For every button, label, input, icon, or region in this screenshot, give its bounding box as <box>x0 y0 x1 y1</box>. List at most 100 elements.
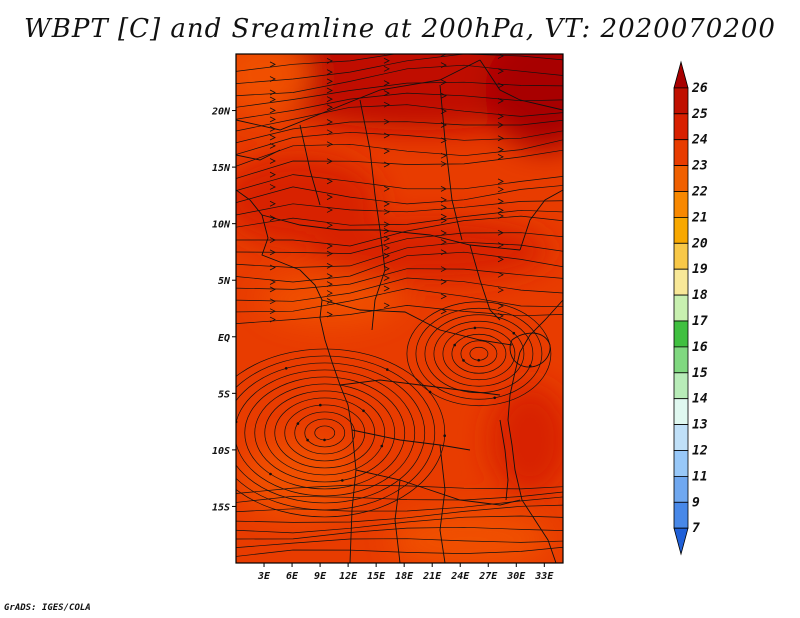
flow-arrow <box>386 368 389 371</box>
flow-arrow <box>383 65 390 72</box>
lon-tick-label: 21E <box>422 571 442 582</box>
flow-arrow <box>383 118 390 125</box>
flow-arrow <box>296 422 300 425</box>
flow-arrow <box>269 61 276 68</box>
flow-arrow <box>497 186 504 193</box>
streamline <box>236 277 563 302</box>
lat-tick-label: 5N <box>218 276 231 287</box>
vortex-streamline <box>304 418 346 448</box>
colorbar-label: 12 <box>692 444 708 459</box>
country-borders <box>236 59 563 563</box>
colorbar-label: 20 <box>691 236 708 251</box>
flow-arrow <box>326 119 333 125</box>
flow-arrow <box>440 230 447 236</box>
border-8 <box>339 379 501 396</box>
flow-arrow <box>326 273 333 279</box>
flow-arrow <box>497 207 504 214</box>
lat-tick-label: 10N <box>212 220 231 231</box>
flow-arrow <box>383 90 390 96</box>
flow-arrow <box>497 82 504 89</box>
flow-arrow <box>440 196 447 203</box>
flow-arrow <box>473 326 477 330</box>
flow-arrow <box>326 298 333 304</box>
flow-arrow <box>323 438 326 442</box>
border-2 <box>359 99 381 231</box>
colorbar-label: 19 <box>692 262 708 277</box>
flow-arrow <box>326 141 333 148</box>
flow-arrow <box>326 178 333 185</box>
flow-arrow <box>497 154 504 160</box>
colorbar-label: 23 <box>691 159 708 174</box>
flow-arrow <box>383 208 390 215</box>
flow-arrow <box>440 204 447 211</box>
lon-tick-label: 15E <box>367 571 386 582</box>
border-9 <box>351 429 471 451</box>
flow-arrow <box>326 96 333 102</box>
flow-arrow <box>497 287 504 293</box>
flow-arrow <box>326 263 333 269</box>
colorbar-label: 9 <box>692 495 700 510</box>
colorbar-label: 11 <box>692 469 708 484</box>
colorbar-segment <box>673 320 689 348</box>
streamline <box>236 215 563 247</box>
lake-tanganyika <box>499 419 509 501</box>
flow-arrow <box>383 57 390 64</box>
flow-arrow <box>498 40 503 45</box>
streamline <box>236 119 563 144</box>
colorbar-segment <box>673 268 689 296</box>
flow-arrow <box>269 171 276 178</box>
flow-arrow <box>269 158 276 164</box>
flow-arrow <box>269 472 272 476</box>
flow-arrow <box>440 217 447 224</box>
colorbar-segment <box>673 165 689 192</box>
flow-arrow <box>440 266 447 272</box>
lat-tick-label: 10S <box>212 446 230 457</box>
streamline <box>236 92 563 120</box>
flow-arrow <box>440 152 447 159</box>
flow-arrow <box>443 434 447 438</box>
flow-arrow <box>497 242 504 248</box>
flow-arrow <box>269 298 276 305</box>
border-13 <box>519 189 563 251</box>
colorbar-label: 15 <box>692 366 708 381</box>
flow-arrow <box>497 146 504 153</box>
streamline <box>236 54 563 84</box>
colorbar-label: 21 <box>691 210 708 225</box>
vortex-streamline <box>236 348 446 518</box>
vortex-streamline <box>236 362 426 504</box>
streamline <box>236 139 563 167</box>
flow-arrow <box>341 479 344 482</box>
lake-victoria <box>509 332 551 368</box>
flow-arrow <box>528 364 532 368</box>
colorbar-label: 25 <box>691 107 708 122</box>
flow-arrow <box>440 308 447 315</box>
flow-arrow <box>383 265 390 272</box>
colorbar-label: 13 <box>692 418 708 433</box>
flow-arrow <box>269 316 276 323</box>
flow-arrow <box>497 68 504 75</box>
lat-tick-label: 20N <box>211 107 231 118</box>
flow-arrow <box>326 222 333 229</box>
grads-credit: GrADS: IGES/COLA <box>4 603 91 613</box>
lat-tick-label: 5S <box>218 389 230 400</box>
border-sahel <box>236 59 481 131</box>
flow-arrow <box>383 201 390 207</box>
flow-arrow <box>383 285 390 292</box>
flow-arrow <box>269 89 276 96</box>
colorbar-segment <box>673 294 689 322</box>
flow-arrow <box>462 359 465 362</box>
flow-arrow <box>497 178 504 185</box>
flow-arrow <box>497 256 504 263</box>
flow-arrow <box>269 134 276 141</box>
colorbar-segment <box>673 346 689 374</box>
flow-arrow <box>326 290 333 296</box>
lon-tick-label: 3E <box>257 571 271 582</box>
flow-arrow <box>383 252 390 259</box>
east-african-coastline <box>507 299 563 563</box>
vortex-streamline <box>415 307 543 400</box>
colorbar-bottom-arrow <box>673 527 689 556</box>
flow-arrow <box>383 244 390 251</box>
vortex-streamline <box>236 369 416 497</box>
streamline <box>236 232 563 254</box>
